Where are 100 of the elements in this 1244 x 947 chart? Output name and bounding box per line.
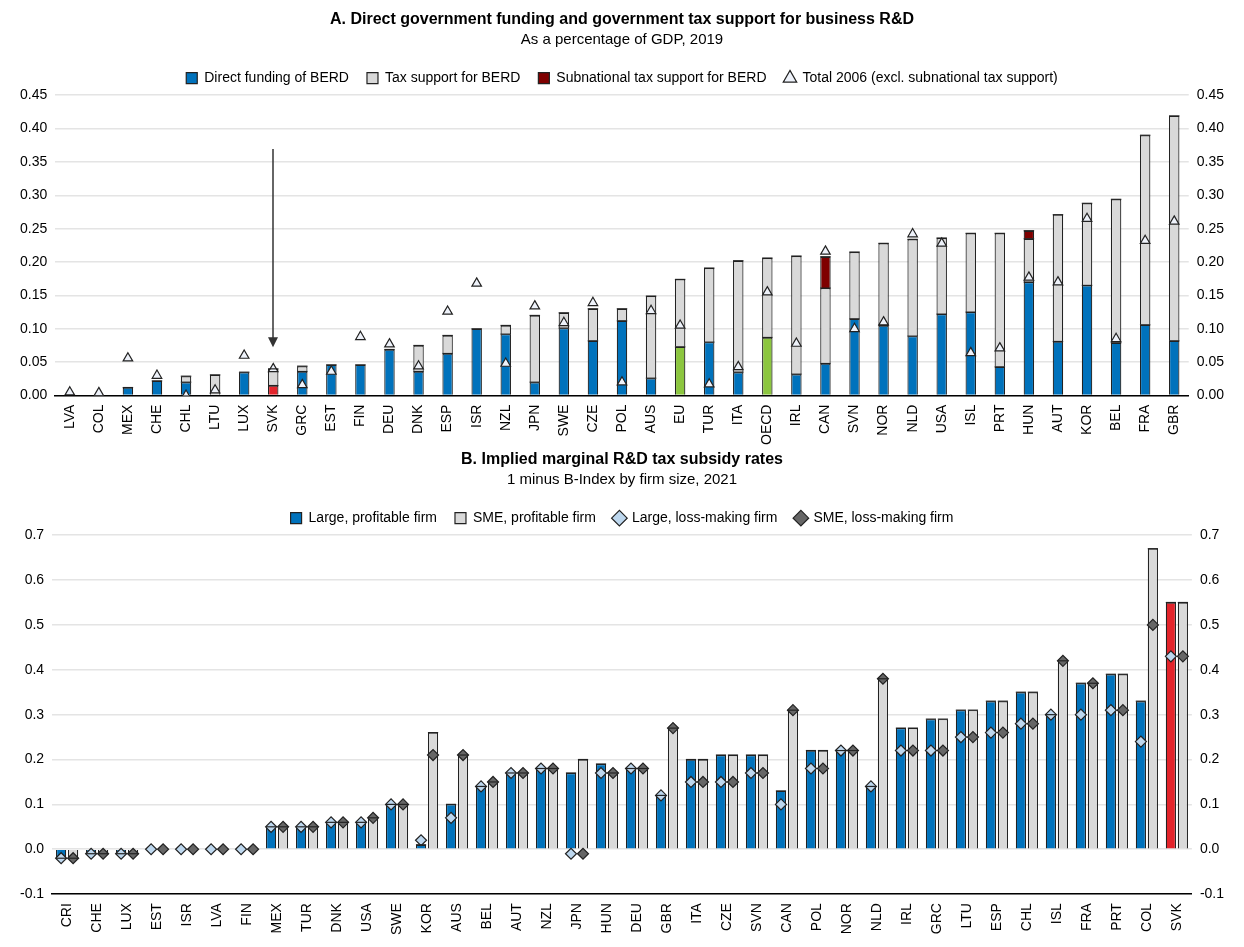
x-tick-label: DNK bbox=[327, 902, 344, 933]
x-tick-label: CAN bbox=[777, 903, 794, 933]
x-tick-label: HUN bbox=[597, 903, 614, 934]
legend-label: Large, profitable firm bbox=[308, 509, 437, 526]
y2-tick-label: 0.3 bbox=[1199, 705, 1220, 722]
y-tick-label: 0.0 bbox=[24, 840, 45, 857]
chart-title: A. Direct government funding and government tax support for business R&D bbox=[329, 10, 915, 28]
y-tick-label: 0.00 bbox=[20, 386, 48, 403]
point bbox=[413, 360, 424, 370]
x-tick-label: SWE bbox=[387, 903, 404, 935]
x-tick-label: CRI bbox=[57, 903, 74, 928]
point bbox=[500, 357, 512, 367]
x-tick-label: ISL bbox=[961, 404, 978, 426]
x-tick-label: NOR bbox=[837, 903, 854, 935]
point bbox=[1139, 234, 1151, 245]
x-tick-label: MEX bbox=[267, 902, 284, 934]
legend-label: Total 2006 (excl. subnational tax support) bbox=[802, 69, 1058, 86]
x-tick-label: SVN bbox=[845, 404, 862, 434]
y2-tick-label: 0.20 bbox=[1196, 252, 1225, 269]
x-tick-label: IRL bbox=[787, 404, 804, 427]
y2-tick-label: 0.5 bbox=[1199, 615, 1220, 632]
point bbox=[1110, 332, 1122, 343]
point bbox=[936, 237, 948, 247]
point bbox=[238, 349, 250, 359]
x-tick-label: JPN bbox=[525, 404, 542, 431]
x-tick-label: ESP bbox=[987, 903, 1004, 932]
y2-tick-label: 0.15 bbox=[1196, 286, 1225, 303]
x-tick-label: BEL bbox=[1106, 404, 1123, 432]
legend-label: Subnational tax support for BERD bbox=[556, 69, 767, 86]
x-tick-label: COL bbox=[1137, 902, 1154, 932]
x-tick-label: FIN bbox=[237, 903, 254, 926]
x-tick-label: CHL bbox=[176, 404, 193, 433]
point bbox=[122, 352, 134, 362]
y-tick-label: 0.2 bbox=[24, 750, 45, 767]
x-tick-label: FIN bbox=[351, 404, 368, 428]
x-tick-label: ESP bbox=[438, 404, 455, 433]
y2-tick-label: -0.1 bbox=[1199, 884, 1225, 901]
legend-label: SME, loss-making firm bbox=[813, 509, 954, 526]
y-tick-label: 0.10 bbox=[20, 319, 48, 336]
x-tick-label: KOR bbox=[417, 903, 434, 934]
point bbox=[1081, 212, 1093, 223]
x-tick-label: SWE bbox=[554, 404, 571, 437]
x-tick-label: AUS bbox=[447, 903, 464, 932]
point bbox=[878, 316, 889, 326]
x-tick-label: CZE bbox=[583, 404, 600, 433]
y-tick-label: 0.45 bbox=[20, 86, 48, 103]
x-tick-label: CHL bbox=[1017, 902, 1034, 932]
x-tick-label: NZL bbox=[496, 404, 513, 431]
y-tick-label: -0.1 bbox=[20, 884, 45, 901]
x-tick-label: AUT bbox=[507, 902, 524, 932]
chart-title: B. Implied marginal R&D tax subsidy rates bbox=[461, 450, 784, 468]
y2-tick-label: 0.7 bbox=[1199, 526, 1220, 543]
x-tick-label: LVA bbox=[207, 902, 224, 928]
y2-tick-label: 0.1 bbox=[1199, 795, 1220, 812]
x-tick-label: OECD bbox=[758, 404, 775, 445]
x-tick-label: EST bbox=[322, 404, 339, 432]
y2-tick-label: 0.4 bbox=[1199, 660, 1220, 677]
y-tick-label: 0.6 bbox=[24, 570, 45, 587]
point bbox=[529, 300, 541, 310]
point bbox=[907, 227, 919, 238]
point bbox=[761, 286, 773, 296]
x-tick-label: NOR bbox=[874, 404, 891, 436]
y-tick-label: 0.5 bbox=[24, 615, 45, 632]
x-tick-label: DEU bbox=[380, 404, 397, 435]
x-tick-label: ISR bbox=[467, 404, 484, 428]
y2-tick-label: 0.40 bbox=[1196, 119, 1225, 136]
point bbox=[732, 360, 744, 371]
x-tick-label: EU bbox=[670, 404, 687, 424]
y2-tick-label: 0.6 bbox=[1199, 570, 1220, 587]
x-tick-label: JPN bbox=[567, 903, 584, 930]
x-tick-label: SVN bbox=[747, 903, 764, 932]
point bbox=[703, 378, 715, 388]
y2-tick-label: 0.00 bbox=[1196, 386, 1225, 403]
y-tick-label: 0.35 bbox=[20, 152, 48, 169]
x-tick-label: NZL bbox=[537, 902, 554, 930]
x-tick-label: KOR bbox=[1077, 404, 1094, 435]
y-tick-label: 0.25 bbox=[20, 219, 48, 236]
point bbox=[1168, 215, 1180, 225]
x-tick-label: NLD bbox=[867, 903, 884, 932]
y-tick-label: 0.20 bbox=[20, 252, 48, 269]
x-tick-label: GBR bbox=[657, 903, 674, 934]
x-tick-label: GRC bbox=[927, 903, 944, 935]
legend-label: Direct funding of BERD bbox=[204, 69, 349, 86]
x-tick-label: SVK bbox=[1167, 902, 1184, 932]
point bbox=[384, 338, 395, 348]
legend-label: Tax support for BERD bbox=[384, 69, 521, 86]
x-tick-label: ITA bbox=[729, 403, 746, 426]
point bbox=[674, 319, 686, 329]
y-tick-label: 0.7 bbox=[24, 526, 45, 543]
x-tick-label: LVA bbox=[60, 403, 77, 429]
x-tick-label: FRA bbox=[1077, 902, 1094, 932]
x-tick-label: ITA bbox=[687, 902, 704, 924]
x-tick-label: POL bbox=[807, 902, 824, 932]
x-tick-label: PRT bbox=[1107, 902, 1124, 931]
point bbox=[645, 304, 657, 315]
y-tick-label: 0.05 bbox=[20, 353, 48, 370]
x-tick-label: HUN bbox=[1019, 404, 1036, 435]
y2-tick-label: 0.30 bbox=[1196, 186, 1225, 203]
x-tick-label: USA bbox=[357, 902, 374, 932]
point bbox=[587, 296, 599, 307]
